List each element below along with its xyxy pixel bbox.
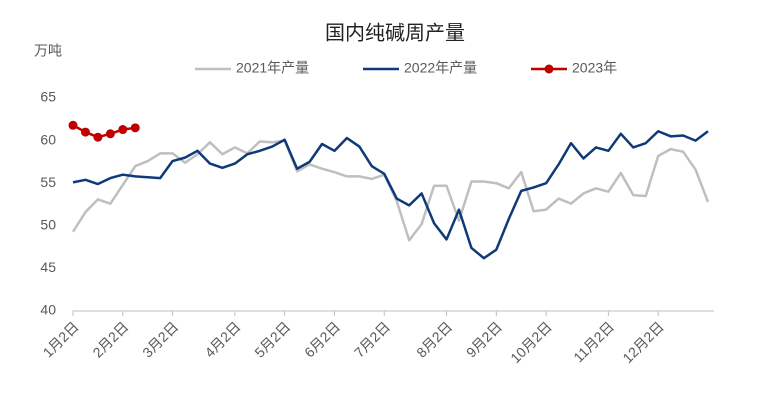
y-tick-label: 45 — [40, 259, 56, 275]
y-tick-label: 50 — [40, 217, 56, 233]
y-tick-label: 40 — [40, 302, 56, 318]
point — [80, 127, 90, 137]
point — [68, 120, 78, 130]
legend-marker — [544, 64, 554, 74]
x-tick-label: 9月2日 — [463, 318, 505, 360]
series-line — [71, 139, 710, 242]
chart-title: 国内纯碱周产量 — [325, 21, 465, 44]
point — [93, 132, 103, 142]
x-tick-label: 3月2日 — [139, 318, 181, 360]
x-tick-label: 8月2日 — [413, 318, 455, 360]
y-tick-label: 55 — [40, 174, 56, 190]
point — [118, 125, 128, 135]
x-tick-label: 5月2日 — [251, 318, 293, 360]
x-tick-label: 2月2日 — [89, 318, 131, 360]
x-tick-label: 1月2日 — [40, 318, 82, 360]
x-tick-label: 11月2日 — [570, 318, 617, 365]
point — [130, 123, 140, 133]
x-tick-label: 4月2日 — [201, 318, 243, 360]
y-tick-label: 65 — [40, 89, 56, 105]
point — [105, 129, 115, 139]
x-tick-label: 10月2日 — [507, 318, 555, 366]
x-tick-label: 6月2日 — [301, 318, 343, 360]
series-line — [72, 129, 709, 260]
legend-label: 2022年产量 — [404, 60, 477, 76]
x-tick-label: 12月2日 — [619, 318, 667, 366]
legend-label: 2021年产量 — [236, 60, 309, 76]
legend-label: 2023年 — [572, 60, 617, 76]
y-tick-label: 60 — [40, 131, 56, 147]
x-tick-label: 7月2日 — [351, 318, 393, 360]
y-axis-label: 万吨 — [34, 43, 62, 59]
